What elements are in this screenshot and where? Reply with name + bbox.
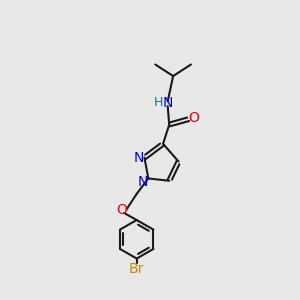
Text: O: O bbox=[116, 203, 127, 217]
Text: N: N bbox=[134, 151, 144, 165]
Text: N: N bbox=[163, 96, 173, 110]
Text: O: O bbox=[189, 111, 200, 125]
Text: Br: Br bbox=[129, 262, 144, 276]
Text: H: H bbox=[154, 97, 163, 110]
Text: N: N bbox=[138, 175, 148, 189]
